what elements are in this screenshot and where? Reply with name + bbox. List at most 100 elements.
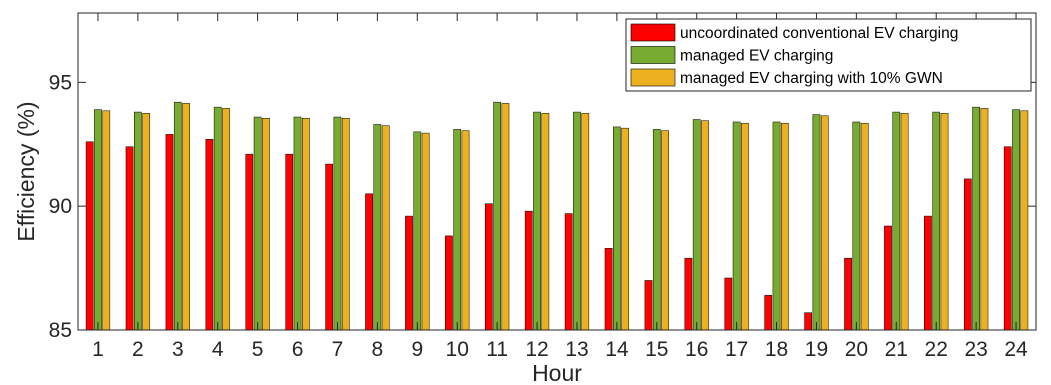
bar-series1-hour-21 [884,225,892,331]
bar-series1-hour-24 [1003,146,1012,331]
bar-series2-hour-8 [373,124,382,331]
bar-series1-hour-8 [365,193,373,331]
x-tick-label: 21 [885,338,908,361]
bar-series3-hour-24 [1020,110,1029,331]
x-tick-label: 18 [765,338,788,361]
ticks-layer: 1 2 3 4 5 6 7 8 9 10 11 12 13 14 15 16 17 18 19 20 21 22 23 248… [49,13,1036,361]
x-tick-label: 15 [645,338,668,361]
bar-series2-hour-16 [692,119,701,331]
bar-series3-hour-18 [780,122,789,331]
x-tick-label: 19 [805,338,828,361]
bar-series3-hour-5 [262,118,270,331]
bar-series3-hour-9 [421,132,430,331]
axes-box [77,12,1037,331]
bar-series2-hour-20 [852,121,861,331]
bar-series3-hour-22 [940,113,949,331]
bar-series2-hour-2 [134,111,142,331]
bar-series1-hour-12 [524,210,533,331]
x-tick-label: 16 [685,338,708,361]
legend-swatch-3 [630,68,676,87]
bar-series1-hour-16 [684,257,693,331]
bar-series1-hour-4 [205,139,214,331]
bar-series1-hour-23 [963,178,972,331]
bar-series1-hour-7 [325,163,334,331]
x-tick-label: 6 [292,338,304,361]
bar-series2-hour-23 [972,106,980,331]
x-tick-label: 10 [446,338,469,361]
bar-series2-hour-21 [892,111,901,331]
x-tick-label: 5 [252,338,264,361]
bar-series3-hour-14 [621,127,630,331]
legend-swatch-2 [630,46,676,64]
y-tick-label: 85 [49,319,72,342]
bar-series2-hour-9 [413,131,422,331]
bar-series1-hour-5 [245,153,254,331]
legend-box [625,18,1032,92]
bar-series2-hour-15 [652,129,661,331]
bar-series3-hour-17 [741,122,749,331]
bar-series2-hour-4 [213,106,222,331]
bar-series1-hour-6 [285,153,294,331]
bar-series3-hour-15 [661,130,669,331]
bar-series1-hour-14 [604,248,613,331]
x-tick-label: 8 [372,338,384,361]
bar-series2-hour-7 [333,116,342,331]
bar-series1-hour-3 [165,134,174,331]
bar-series2-hour-13 [573,111,581,331]
bar-series1-hour-20 [844,257,852,331]
bar-series2-hour-17 [732,121,741,331]
bar-series1-hour-22 [924,215,932,331]
bar-series1-hour-19 [804,312,813,331]
bar-series2-hour-1 [94,109,102,331]
bar-series2-hour-18 [772,121,781,331]
bar-series1-hour-15 [644,280,653,331]
bar-series2-hour-14 [613,126,621,331]
y-tick-label: 90 [49,195,72,218]
bar-series3-hour-3 [182,103,190,331]
bar-series1-hour-1 [85,141,94,331]
bar-series2-hour-24 [1012,109,1020,331]
legend-label-3: managed EV charging with 10% GWN [680,70,943,87]
bar-series3-hour-8 [381,125,390,331]
legend: uncoordinated conventional EV charging ma… [625,18,1032,92]
y-tick-label: 95 [49,71,72,94]
x-tick-label: 7 [332,338,344,361]
bar-series2-hour-3 [173,101,182,331]
bar-series1-hour-13 [564,213,573,331]
bar-series3-hour-4 [222,108,230,331]
bar-series1-hour-10 [445,235,453,331]
bar-series3-hour-7 [341,118,350,331]
bar-series3-hour-13 [581,113,590,331]
x-tick-label: 12 [525,338,548,361]
bar-series3-hour-20 [860,122,869,331]
bar-series1-hour-9 [405,215,413,331]
x-tick-label: 4 [212,338,224,361]
x-tick-label: 24 [1004,338,1028,361]
bar-series3-hour-1 [102,110,111,331]
bar-series2-hour-5 [253,116,262,331]
x-tick-label: 1 [92,338,104,361]
x-tick-label: 23 [964,338,987,361]
bar-series3-hour-16 [701,120,709,331]
legend-swatch-1 [630,23,676,42]
bar-series3-hour-12 [541,113,550,331]
x-tick-label: 3 [172,338,184,361]
bar-series3-hour-2 [142,113,151,331]
bar-series1-hour-11 [484,203,493,331]
y-axis-title: Efficiency (%) [13,101,39,241]
bar-series3-hour-6 [301,118,310,331]
x-tick-label: 11 [486,338,508,361]
bar-series2-hour-10 [453,129,462,331]
bar-series2-hour-6 [293,116,302,331]
bar-series3-hour-11 [501,103,510,331]
x-tick-label: 20 [845,338,868,361]
x-tick-label: 14 [605,338,629,361]
legend-label-1: uncoordinated conventional EV charging [680,25,958,42]
bar-series1-hour-18 [764,295,773,331]
bar-series3-hour-21 [900,113,909,331]
bar-series1-hour-2 [125,146,134,331]
bar-series2-hour-19 [812,114,821,331]
bar-series2-hour-12 [533,111,541,331]
bars-layer [85,101,1029,331]
